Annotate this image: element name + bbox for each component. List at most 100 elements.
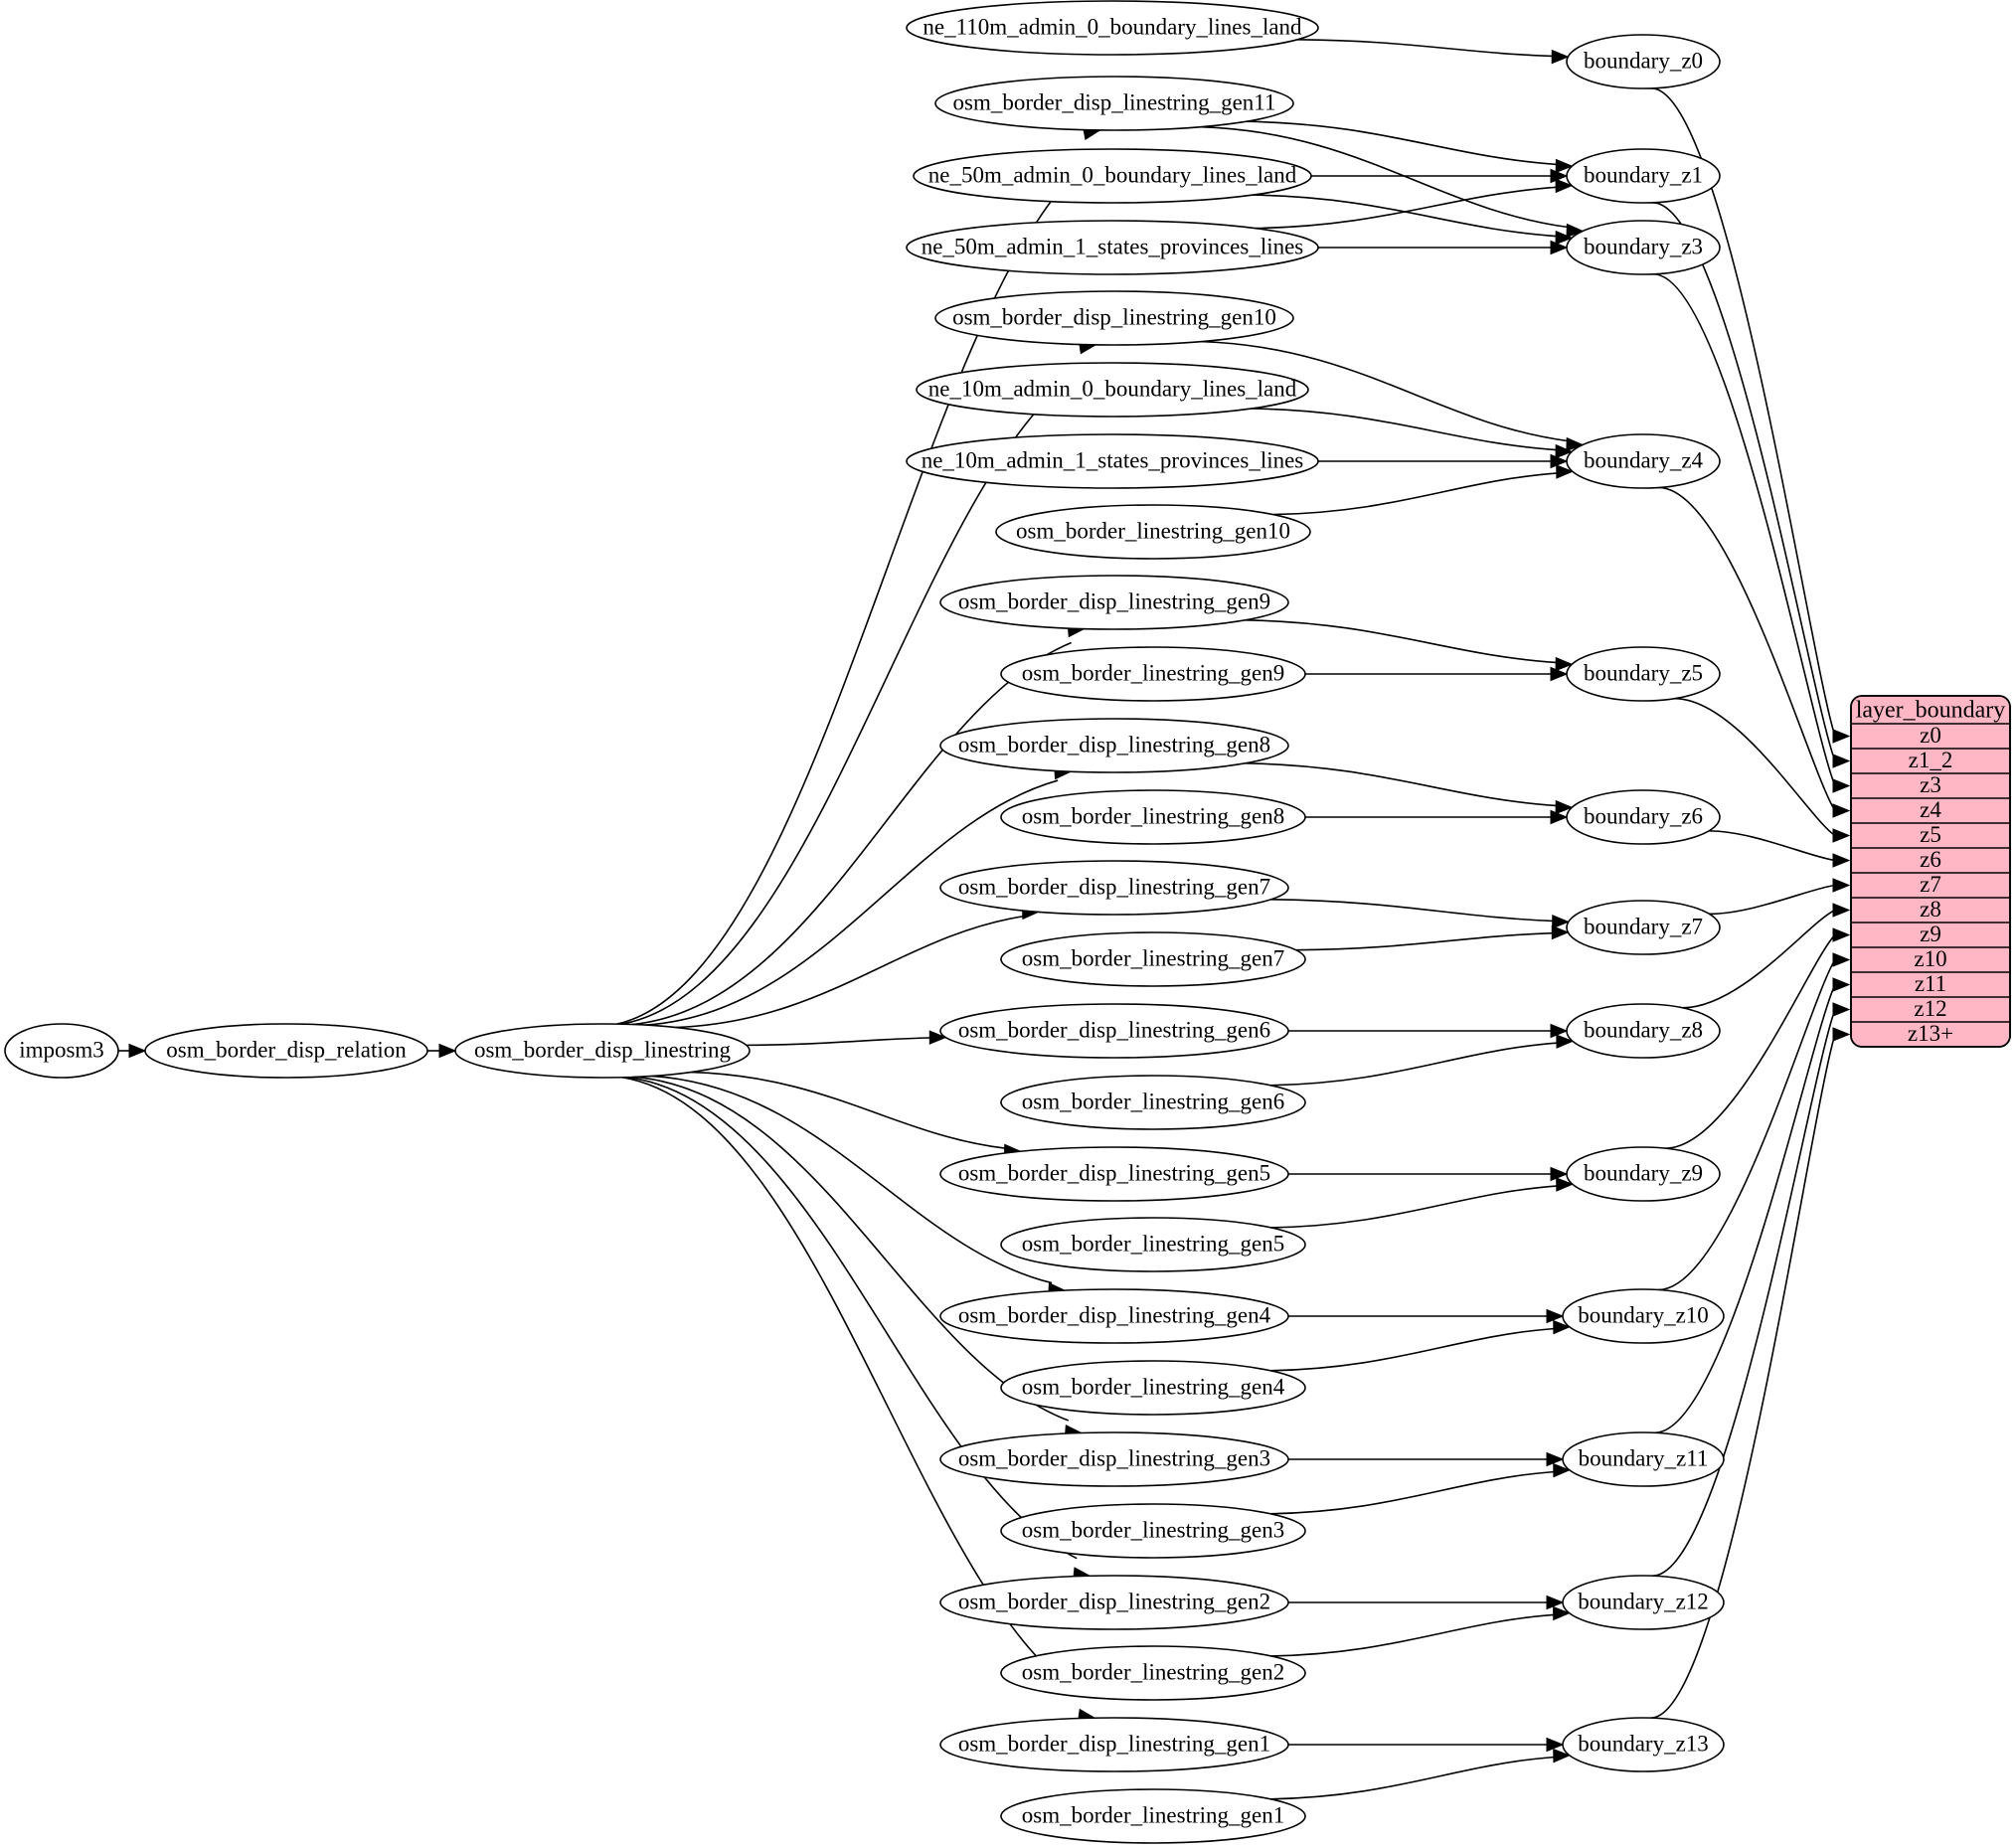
node-osm_border_disp_linestring_gen10[interactable]: osm_border_disp_linestring_gen10: [934, 290, 1294, 346]
node-boundary_z0[interactable]: boundary_z0: [1566, 34, 1721, 89]
node-osm_border_linestring_gen5[interactable]: osm_border_linestring_gen5: [1000, 1217, 1306, 1272]
edge-osm_border_linestring_gen2-to-boundary_z12: [1270, 1613, 1557, 1657]
node-boundary_z3[interactable]: boundary_z3: [1566, 220, 1721, 275]
node-boundary_z1[interactable]: boundary_z1: [1566, 148, 1721, 204]
arrow-boundary_z10-table: [1832, 952, 1851, 967]
node-ellipse: [939, 718, 1289, 773]
node-osm_border_disp_linestring_gen3[interactable]: osm_border_disp_linestring_gen3: [939, 1431, 1289, 1487]
node-osm_border_linestring_gen7[interactable]: osm_border_linestring_gen7: [1000, 931, 1306, 987]
node-boundary_z13[interactable]: boundary_z13: [1562, 1717, 1725, 1772]
node-label: ne_50m_admin_0_boundary_lines_land: [928, 162, 1297, 187]
node-osm_border_disp_linestring_gen2[interactable]: osm_border_disp_linestring_gen2: [939, 1575, 1289, 1630]
node-boundary_z7[interactable]: boundary_z7: [1566, 900, 1721, 955]
node-ne_10m_admin_0_boundary_lines_land[interactable]: ne_10m_admin_0_boundary_lines_land: [916, 362, 1309, 418]
node-boundary_z11[interactable]: boundary_z11: [1562, 1431, 1725, 1487]
table-layer_boundary[interactable]: layer_boundaryz0z1_2z3z4z5z6z7z8z9z10z11…: [1850, 695, 2011, 1048]
node-label: ne_10m_admin_0_boundary_lines_land: [928, 376, 1297, 401]
arrow-boundary_z13-table: [1832, 1027, 1851, 1042]
node-osm_border_disp_linestring_gen9[interactable]: osm_border_disp_linestring_gen9: [939, 575, 1289, 630]
node-osm_border_linestring_gen8[interactable]: osm_border_linestring_gen8: [1000, 789, 1306, 845]
node-label: boundary_z9: [1584, 1160, 1703, 1185]
table-row-z13+[interactable]: z13+: [1908, 1021, 1953, 1046]
node-label: osm_border_disp_linestring_gen5: [958, 1160, 1270, 1185]
node-label: boundary_z13: [1578, 1731, 1709, 1756]
node-ellipse: [1000, 931, 1306, 987]
node-label: osm_border_disp_linestring_gen4: [958, 1302, 1271, 1327]
node-osm_border_linestring_gen1[interactable]: osm_border_linestring_gen1: [1000, 1788, 1306, 1844]
node-ellipse: [4, 1023, 119, 1079]
table-row-z6[interactable]: z6: [1920, 847, 1941, 872]
node-label: osm_border_disp_linestring_gen7: [958, 874, 1270, 899]
table-row-z4[interactable]: z4: [1920, 797, 1941, 822]
edge-osm_border_disp_linestring-to-osm_border_disp_linestring_gen7: [675, 915, 1026, 1029]
edge-osm_border_linestring_gen3-to-boundary_z11: [1269, 1470, 1557, 1515]
table-row-z11[interactable]: z11: [1915, 971, 1946, 996]
arrow-osm_border_disp_linestring_gen6-boundary_z8: [1550, 1023, 1569, 1039]
node-osm_border_linestring_gen6[interactable]: osm_border_linestring_gen6: [1000, 1075, 1306, 1130]
node-label: osm_border_disp_linestring_gen8: [958, 732, 1270, 756]
arrow-osm_border_disp_linestring_gen8-boundary_z6: [1555, 799, 1574, 815]
arrow-osm_border_disp_linestring_gen7-boundary_z7: [1552, 914, 1571, 929]
edge-osm_border_disp_linestring-to-osm_border_disp_linestring_gen1: [621, 1076, 1083, 1697]
node-osm_border_disp_linestring[interactable]: osm_border_disp_linestring: [454, 1023, 751, 1079]
node-ne_110m_admin_0_boundary_lines_land[interactable]: ne_110m_admin_0_boundary_lines_land: [906, 0, 1319, 56]
node-boundary_z6[interactable]: boundary_z6: [1566, 789, 1721, 845]
node-boundary_z10[interactable]: boundary_z10: [1562, 1288, 1725, 1344]
table-row-z12[interactable]: z12: [1914, 996, 1946, 1021]
node-ellipse: [1566, 433, 1721, 489]
node-ellipse: [1566, 1003, 1721, 1059]
table-row-z3[interactable]: z3: [1920, 772, 1941, 797]
node-ne_10m_admin_1_states_provinces_lines[interactable]: ne_10m_admin_1_states_provinces_lines: [906, 433, 1319, 489]
node-osm_border_disp_linestring_gen6[interactable]: osm_border_disp_linestring_gen6: [939, 1003, 1289, 1059]
node-boundary_z4[interactable]: boundary_z4: [1566, 433, 1721, 489]
table-row-z0[interactable]: z0: [1920, 723, 1941, 748]
node-ellipse: [1000, 789, 1306, 845]
node-osm_border_disp_linestring_gen4[interactable]: osm_border_disp_linestring_gen4: [939, 1288, 1289, 1344]
node-ellipse: [939, 1575, 1289, 1630]
arrow-osm_border_linestring_gen5-boundary_z9: [1556, 1177, 1575, 1192]
node-ellipse: [1566, 220, 1721, 275]
node-boundary_z8[interactable]: boundary_z8: [1566, 1003, 1721, 1059]
edge-osm_border_disp_linestring_gen8-to-boundary_z6: [1245, 762, 1560, 807]
node-osm_border_linestring_gen2[interactable]: osm_border_linestring_gen2: [1000, 1645, 1306, 1701]
arrow-imposm3-osm_border_disp_relation: [128, 1043, 147, 1059]
node-osm_border_linestring_gen10[interactable]: osm_border_linestring_gen10: [995, 504, 1311, 560]
node-label: osm_border_disp_linestring_gen11: [953, 89, 1276, 114]
arrow-boundary_z0-table: [1832, 729, 1851, 744]
node-osm_border_linestring_gen3[interactable]: osm_border_linestring_gen3: [1000, 1503, 1306, 1559]
table-row-z9[interactable]: z9: [1920, 922, 1941, 946]
node-osm_border_disp_linestring_gen7[interactable]: osm_border_disp_linestring_gen7: [939, 860, 1289, 916]
arrow-osm_border_linestring_gen6-boundary_z8: [1556, 1034, 1575, 1049]
node-ellipse: [1562, 1431, 1725, 1487]
node-label: imposm3: [19, 1037, 104, 1062]
table-row-z10[interactable]: z10: [1914, 946, 1946, 971]
node-boundary_z9[interactable]: boundary_z9: [1566, 1146, 1721, 1202]
arrow-osm_border_linestring_gen2-boundary_z12: [1553, 1605, 1571, 1621]
node-ne_50m_admin_1_states_provinces_lines[interactable]: ne_50m_admin_1_states_provinces_lines: [906, 220, 1319, 275]
node-label: osm_border_disp_linestring_gen9: [958, 588, 1270, 613]
node-ellipse: [906, 220, 1319, 275]
node-osm_border_disp_linestring_gen8[interactable]: osm_border_disp_linestring_gen8: [939, 718, 1289, 773]
edge-boundary_z13-to-table-z13+: [1650, 1034, 1836, 1719]
node-osm_border_linestring_gen9[interactable]: osm_border_linestring_gen9: [1000, 646, 1306, 702]
node-ne_50m_admin_0_boundary_lines_land[interactable]: ne_50m_admin_0_boundary_lines_land: [913, 148, 1312, 204]
node-osm_border_disp_linestring_gen5[interactable]: osm_border_disp_linestring_gen5: [939, 1146, 1289, 1202]
table-row-z8[interactable]: z8: [1920, 897, 1941, 922]
table-row-z1_2[interactable]: z1_2: [1909, 748, 1953, 772]
node-osm_border_disp_linestring_gen11[interactable]: osm_border_disp_linestring_gen11: [934, 76, 1294, 131]
node-label: ne_10m_admin_1_states_provinces_lines: [922, 447, 1304, 472]
node-osm_border_disp_linestring_gen1[interactable]: osm_border_disp_linestring_gen1: [939, 1717, 1289, 1772]
node-osm_border_disp_relation[interactable]: osm_border_disp_relation: [144, 1023, 428, 1079]
node-imposm3[interactable]: imposm3: [4, 1023, 119, 1079]
node-ellipse: [1000, 1217, 1306, 1272]
node-ellipse: [1000, 1788, 1306, 1844]
node-boundary_z12[interactable]: boundary_z12: [1562, 1575, 1725, 1630]
arrow-osm_border_linestring_gen10-boundary_z4: [1556, 464, 1575, 479]
arrow-osm_border_disp_relation-osm_border_disp_linestring: [438, 1043, 457, 1059]
table-row-z5[interactable]: z5: [1920, 822, 1941, 847]
table-row-z7[interactable]: z7: [1920, 872, 1941, 897]
edge-osm_border_disp_linestring_gen11-to-boundary_z3: [1200, 125, 1571, 229]
node-osm_border_linestring_gen4[interactable]: osm_border_linestring_gen4: [1000, 1360, 1306, 1416]
node-ellipse: [939, 860, 1289, 916]
node-boundary_z5[interactable]: boundary_z5: [1566, 646, 1721, 702]
